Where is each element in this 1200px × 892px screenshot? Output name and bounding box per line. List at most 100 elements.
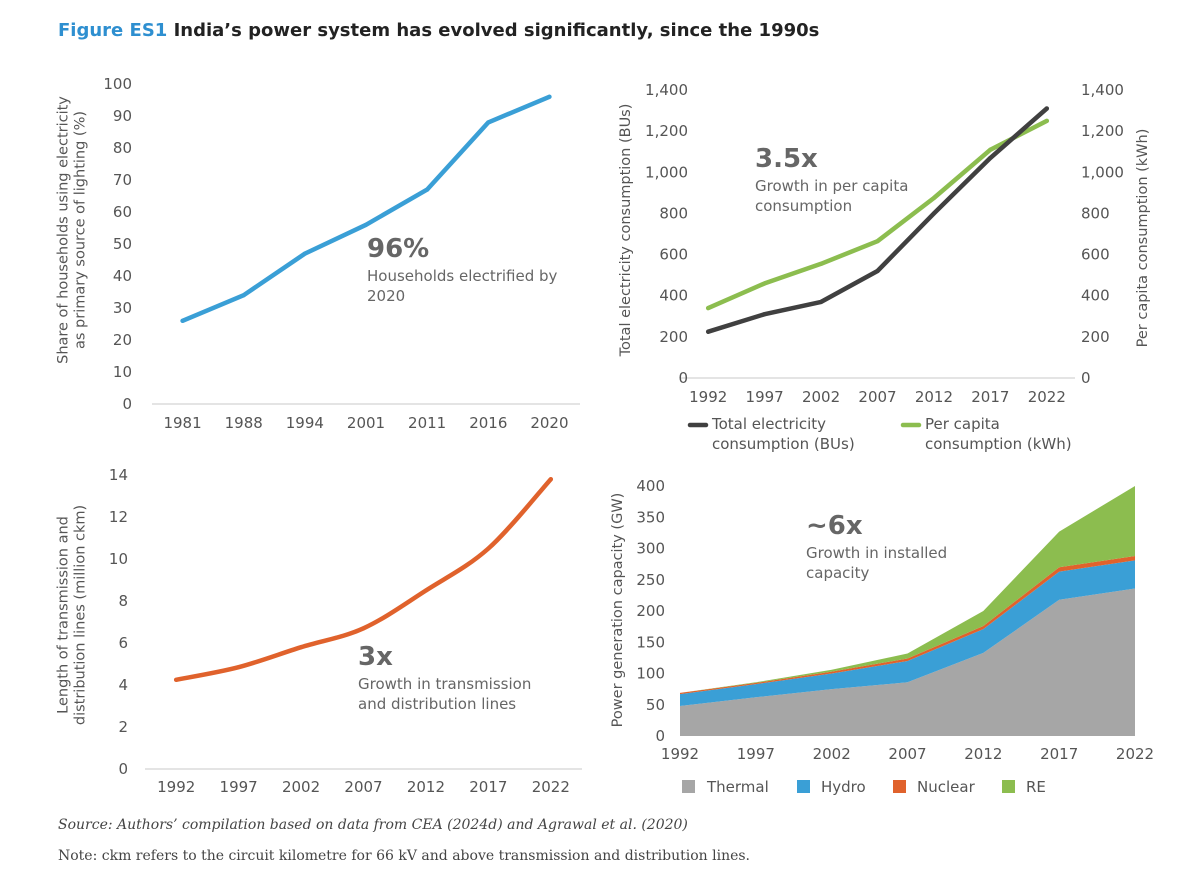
- transmission-lines-chart: 0 2 4 6 8 10 12 14 1992 1997 2002 2007 2012 2017 2022 L…: [56, 466, 582, 796]
- x-tick-label: 1988: [225, 414, 263, 432]
- total-data-point: [988, 155, 993, 160]
- y-tick-label: 800: [659, 204, 688, 222]
- x-tick-label: 2016: [469, 414, 507, 432]
- households-electrified-chart: 0 10 20 30 40 50 60 70 80 90 100 1981 1988 1994 2001 20…: [56, 75, 580, 432]
- y-tick-label: 0: [655, 727, 665, 745]
- x-tick-label: 1992: [689, 388, 727, 406]
- lines-data-point: [236, 665, 241, 670]
- y-tick-label: 0: [122, 395, 132, 413]
- y-tick-label: 30: [113, 299, 132, 317]
- x-tick-label: 2012: [407, 778, 445, 796]
- legend-swatch-re: [1002, 780, 1015, 793]
- x-tick-label: 1994: [286, 414, 324, 432]
- x-tick-label: 2007: [888, 745, 926, 763]
- legend-label-hydro: Hydro: [821, 778, 866, 796]
- x-tick-label: 2022: [1116, 745, 1154, 763]
- x-tick-label: 2002: [282, 778, 320, 796]
- consumption-annotation-caption: Growth in per capita: [755, 177, 908, 195]
- y-tick-label: 6: [118, 634, 128, 652]
- percapita-data-point: [706, 306, 711, 311]
- y-axis-title: Share of households using electricityas …: [56, 96, 89, 364]
- y-tick-label: 100: [103, 75, 132, 93]
- lines-data-point: [486, 546, 491, 551]
- y-tick-label: 0: [118, 760, 128, 778]
- legend-label-percapita: Per capita: [925, 415, 1000, 433]
- y-tick-label: 1,000: [645, 163, 688, 181]
- lines-data-point: [548, 477, 553, 482]
- total-data-point: [875, 269, 880, 274]
- consumption-annotation-caption: consumption: [755, 197, 852, 215]
- legend-swatch-nuclear: [893, 780, 906, 793]
- y-tick-label: 1,200: [645, 122, 688, 140]
- y-axis-title-line: Length of transmission and: [56, 516, 72, 714]
- y-tick-label: 350: [636, 508, 665, 526]
- y-tick-label: 150: [636, 633, 665, 651]
- x-tick-label: 2001: [347, 414, 385, 432]
- legend-label-nuclear: Nuclear: [917, 778, 976, 796]
- y-tick-label: 8: [118, 592, 128, 610]
- lines-data-point: [174, 677, 179, 682]
- capacity-annotation-caption: capacity: [806, 564, 869, 582]
- x-tick-label: 1997: [220, 778, 258, 796]
- households-annotation-caption: 2020: [367, 287, 405, 305]
- x-tick-label: 2017: [971, 388, 1009, 406]
- x-tick-label: 1997: [737, 745, 775, 763]
- y-tick-label: 200: [659, 328, 688, 346]
- percapita-data-point: [819, 261, 824, 266]
- y-tick-label: 40: [113, 267, 132, 285]
- lines-data-point: [423, 588, 428, 593]
- percapita-data-point: [931, 196, 936, 200]
- x-tick-label: 2020: [530, 414, 568, 432]
- x-tick-label: 1992: [661, 745, 699, 763]
- y-tick-label: 80: [113, 139, 132, 157]
- total-data-point: [1044, 106, 1049, 111]
- y-tick-label: 10: [109, 550, 128, 568]
- y-axis-title: Total electricity consumption (BUs): [618, 104, 634, 358]
- x-tick-label: 2002: [813, 745, 851, 763]
- percapita-data-point: [1044, 118, 1049, 123]
- y-tick-label: 12: [109, 508, 128, 526]
- households-data-point: [180, 318, 185, 323]
- x-tick-label: 2017: [469, 778, 507, 796]
- y-right-tick-label: 1,000: [1081, 163, 1124, 181]
- households-data-point: [302, 251, 307, 256]
- y-tick-label: 50: [113, 235, 132, 253]
- y-tick-label: 50: [646, 696, 665, 714]
- figure-title-text: India’s power system has evolved signifi…: [173, 20, 820, 41]
- y-tick-label: 2: [118, 718, 128, 736]
- x-tick-label: 2011: [408, 414, 446, 432]
- y-tick-label: 100: [636, 665, 665, 683]
- y-axis-title-line: distribution lines (million ckm): [73, 505, 89, 725]
- lines-annotation-caption: and distribution lines: [358, 695, 516, 713]
- y-right-tick-label: 400: [1081, 287, 1110, 305]
- hydro-area: [680, 560, 1135, 706]
- y-tick-label: 400: [636, 477, 665, 495]
- legend-label-re: RE: [1026, 778, 1046, 796]
- legend-swatch-hydro: [797, 780, 810, 793]
- y-right-tick-label: 800: [1081, 204, 1110, 222]
- y-right-axis-title: Per capita consumption (kWh): [1135, 129, 1151, 348]
- households-annotation-caption: Households electrified by: [367, 267, 558, 285]
- y-tick-label: 10: [113, 363, 132, 381]
- y-tick-label: 250: [636, 571, 665, 589]
- lines-annotation-value: 3x: [358, 642, 393, 672]
- y-tick-label: 300: [636, 540, 665, 558]
- lines-data-point: [361, 626, 366, 631]
- y-tick-label: 4: [118, 676, 128, 694]
- x-tick-label: 1981: [163, 414, 201, 432]
- y-axis-title-line: Power generation capacity (GW): [610, 493, 626, 728]
- legend-label-total: consumption (BUs): [712, 435, 855, 453]
- y-tick-label: 600: [659, 246, 688, 264]
- y-right-tick-label: 1,200: [1081, 122, 1124, 140]
- total-data-point: [706, 329, 711, 334]
- lines-annotation-caption: Growth in transmission: [358, 675, 531, 693]
- footnote: Note: ckm refers to the circuit kilometr…: [58, 848, 751, 864]
- households-series-line: [180, 94, 552, 324]
- households-data-point: [486, 120, 491, 125]
- figure-title: Figure ES1 India’s power system has evol…: [58, 20, 819, 41]
- y-tick-label: 90: [113, 107, 132, 125]
- y-tick-label: 1,400: [645, 81, 688, 99]
- x-tick-label: 2002: [802, 388, 840, 406]
- households-data-point: [364, 222, 368, 227]
